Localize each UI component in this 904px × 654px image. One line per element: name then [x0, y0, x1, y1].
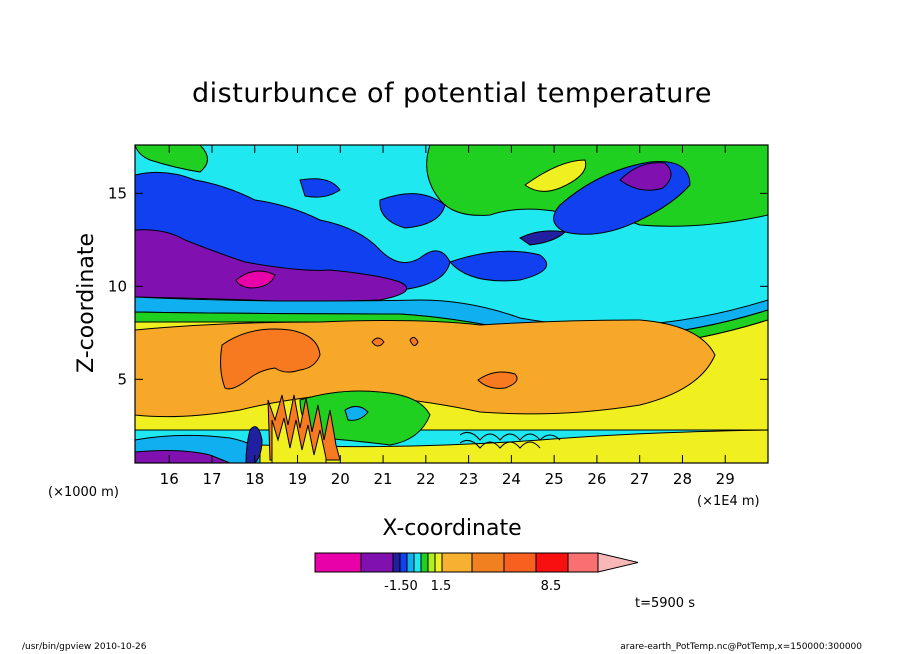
- x-tick-label: 27: [630, 470, 649, 488]
- colorbar-swatch: [413, 552, 422, 573]
- y-tick-label: 10: [108, 277, 127, 295]
- footer-right: arare-earth_PotTemp.nc@PotTemp,x=150000:…: [620, 642, 862, 652]
- x-unit-right: (×1E4 m): [697, 494, 760, 509]
- contour-cold-layer: [135, 229, 408, 302]
- contour-wave-ripple-2: [459, 439, 541, 449]
- contour-upper-yellow: [524, 159, 587, 192]
- contour-streak-blue-2: [299, 178, 341, 198]
- contour-ground-purple: [135, 450, 231, 463]
- colorbar-swatch: [441, 552, 473, 573]
- x-tick-label: 22: [416, 470, 435, 488]
- x-tick-label: 21: [374, 470, 393, 488]
- contour-upper-purple-blob: [619, 162, 672, 191]
- contour-warm-core-east: [477, 371, 518, 389]
- x-tick-label: 28: [673, 470, 692, 488]
- colorbar-swatch: [427, 552, 436, 573]
- contour-right-blue-band: [449, 250, 548, 282]
- colorbar-swatch: [503, 552, 537, 573]
- contour-wave-yellow: [271, 417, 327, 463]
- colorbar-swatch: [567, 552, 599, 573]
- contour-field: [135, 145, 768, 463]
- contour-small-navy: [519, 230, 567, 246]
- x-unit-left: (×1000 m): [48, 485, 119, 500]
- colorbar: -1.50 1.5 8.5: [314, 552, 639, 594]
- contour-warm-core-west: [220, 328, 321, 390]
- x-tick-label: 24: [502, 470, 521, 488]
- colorbar-swatch: [314, 552, 362, 573]
- colorbar-swatch: [399, 552, 408, 573]
- colorbar-label: 1.5: [431, 579, 452, 594]
- footer-left: /usr/bin/gpview 2010-10-26: [22, 642, 147, 652]
- colorbar-swatch: [535, 552, 569, 573]
- colorbar-swatch: [420, 552, 429, 573]
- contour-wave-ripple: [459, 431, 561, 441]
- colorbar-swatch: [392, 552, 401, 573]
- colorbar-swatch: [360, 552, 394, 573]
- colorbar-swatch: [471, 552, 505, 573]
- colorbar-label: -1.50: [384, 579, 418, 594]
- x-axis: 16 17 18 19 20 21 22 23 24 25 26 27 28 29: [160, 145, 735, 488]
- y-tick-label: 5: [117, 370, 127, 388]
- y-axis-label: Z-coordinate: [74, 233, 99, 373]
- contour-lower-lightblue: [344, 406, 369, 421]
- contour-ground-navy: [245, 426, 263, 463]
- colorbar-arrow: [597, 552, 639, 573]
- x-tick-label: 29: [716, 470, 735, 488]
- y-tick-label: 15: [108, 184, 127, 202]
- x-axis-label: X-coordinate: [382, 516, 521, 541]
- x-tick-label: 18: [245, 470, 264, 488]
- chart-title: disturbunce of potential temperature: [192, 78, 712, 109]
- time-label: t=5900 s: [635, 596, 695, 611]
- x-tick-label: 19: [288, 470, 307, 488]
- colorbar-label: 8.5: [541, 579, 562, 594]
- x-tick-label: 26: [587, 470, 606, 488]
- x-tick-label: 16: [160, 470, 179, 488]
- plot-frame: [134, 144, 769, 464]
- contour-warm-speck-1: [371, 337, 385, 347]
- contour-upper-left-green: [135, 145, 208, 173]
- x-tick-label: 20: [331, 470, 350, 488]
- contour-cold-core: [235, 270, 276, 289]
- colorbar-swatch: [406, 552, 415, 573]
- x-tick-label: 23: [459, 470, 478, 488]
- x-tick-label: 25: [545, 470, 564, 488]
- contour-streak-blue-1: [379, 193, 446, 229]
- x-tick-label: 17: [202, 470, 221, 488]
- contour-warm-speck-2: [409, 336, 419, 346]
- colorbar-swatch: [434, 552, 443, 573]
- y-axis: 5 10 15: [108, 184, 768, 388]
